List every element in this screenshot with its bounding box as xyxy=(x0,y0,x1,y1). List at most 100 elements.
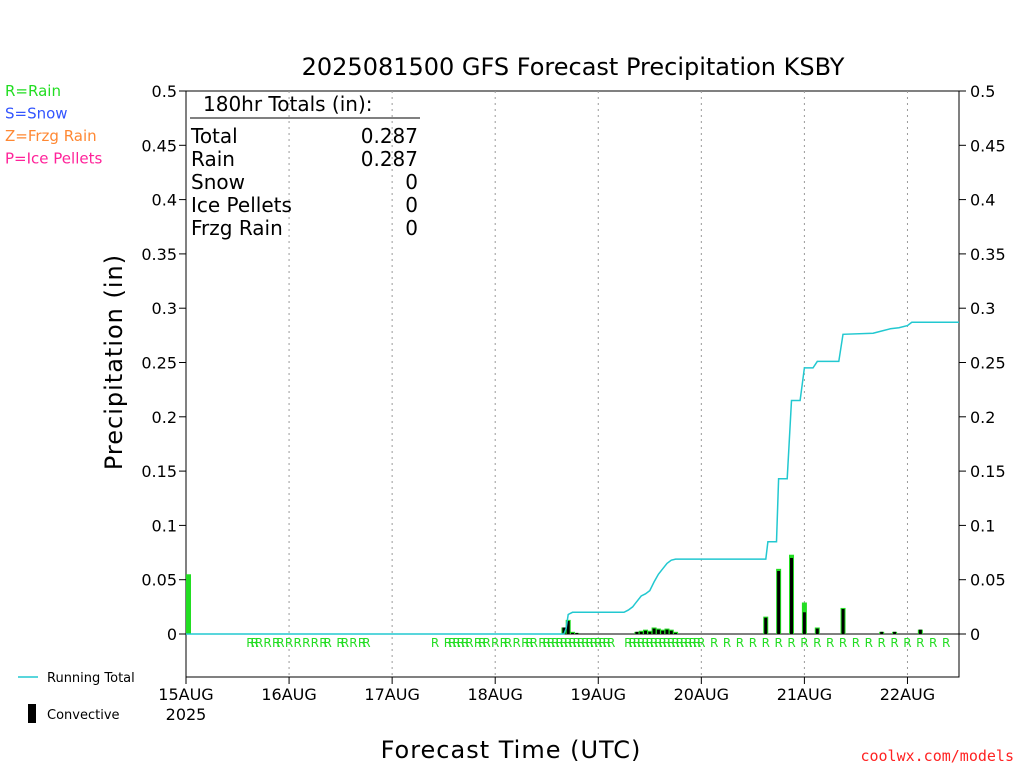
convective-legend-label: Convective xyxy=(47,708,120,723)
ptype-mark: R xyxy=(474,636,482,650)
precip-bar-convective xyxy=(575,632,579,634)
ptype-mark: R xyxy=(710,636,718,650)
ptype-mark: R xyxy=(538,636,546,650)
precip-bar-convective xyxy=(674,632,678,634)
ptype-mark: R xyxy=(697,636,705,650)
ptype-mark: R xyxy=(839,636,847,650)
ptype-mark: R xyxy=(311,636,319,650)
ptype-mark: R xyxy=(659,636,667,650)
ptype-mark: R xyxy=(590,636,598,650)
ptype-mark: R xyxy=(272,636,280,650)
precip-bar-convective xyxy=(652,628,656,634)
totals-row-label: Snow xyxy=(191,170,245,194)
ptype-mark: R xyxy=(762,636,770,650)
precip-type-legend: R=Rain S=Snow Z=Frzg Rain P=Ice Pellets xyxy=(5,82,102,168)
ptype-mark: R xyxy=(513,636,521,650)
ptype-mark: R xyxy=(568,636,576,650)
y-tick-label-right: 0.2 xyxy=(970,408,995,427)
ptype-mark: R xyxy=(646,636,654,650)
totals-row-value: 0 xyxy=(405,170,418,194)
x-tick-label: 21AUG xyxy=(777,685,832,704)
ptype-mark: R xyxy=(521,636,529,650)
ptype-mark: R xyxy=(594,636,602,650)
ptype-mark: R xyxy=(916,636,924,650)
y-axis-left: 0.5 0.45 0.4 0.35 0.3 0.25 0.2 0.15 0.1 0.05 0 xyxy=(141,82,186,644)
ptype-mark: R xyxy=(431,636,439,650)
precip-bar-convective xyxy=(648,631,652,634)
y-tick-label-left: 0.4 xyxy=(152,191,177,210)
ptype-mark: R xyxy=(478,636,486,650)
x-year-label: 2025 xyxy=(166,705,207,724)
ptype-mark: R xyxy=(736,636,744,650)
y-tick-label-left: 0.15 xyxy=(141,462,177,481)
ptype-mark: R xyxy=(865,636,873,650)
precip-bar-convective xyxy=(893,631,897,634)
ptype-mark: R xyxy=(341,636,349,650)
ptype-mark: R xyxy=(654,636,662,650)
ptype-mark: R xyxy=(482,636,490,650)
y-axis-title: Precipitation (in) xyxy=(100,254,128,470)
totals-row-label: Total xyxy=(190,124,238,148)
x-tick-label: 22AUG xyxy=(880,685,935,704)
ptype-mark: R xyxy=(564,636,572,650)
convective-legend-swatch xyxy=(28,704,36,723)
y-axis-right: 0.5 0.45 0.4 0.35 0.3 0.25 0.2 0.15 0.1 0.05 0 xyxy=(959,82,1006,644)
plot-frame xyxy=(185,90,960,678)
ptype-mark: R xyxy=(302,636,310,650)
y-tick-label-left: 0.25 xyxy=(141,354,177,373)
ptype-mark: R xyxy=(689,636,697,650)
ptype-mark: R xyxy=(676,636,684,650)
y-tick-label-right: 0.05 xyxy=(970,571,1006,590)
ptype-mark: R xyxy=(586,636,594,650)
y-tick-label-left: 0.45 xyxy=(141,136,177,155)
y-tick-label-right: 0.1 xyxy=(970,516,995,535)
ptype-mark: R xyxy=(573,636,581,650)
ptype-mark: R xyxy=(285,636,293,650)
x-tick-label: 16AUG xyxy=(261,685,316,704)
ptype-mark: R xyxy=(628,636,636,650)
day-gridlines xyxy=(288,91,908,677)
credit-text: coolwx.com/models xyxy=(860,747,1014,765)
legend-ptype-entry: S=Snow xyxy=(5,105,68,123)
ptype-mark: R xyxy=(358,636,366,650)
y-tick-label-left: 0.5 xyxy=(152,82,177,101)
y-tick-label-right: 0.5 xyxy=(970,82,995,101)
ptype-mark: R xyxy=(465,636,473,650)
precip-bar-convective xyxy=(566,620,570,634)
ptype-mark: R xyxy=(890,636,898,650)
ptype-mark: R xyxy=(624,636,632,650)
ptype-mark: R xyxy=(667,636,675,650)
ptype-mark: R xyxy=(251,636,259,650)
y-tick-label-left: 0.1 xyxy=(152,516,177,535)
ptype-mark: R xyxy=(749,636,757,650)
totals-row-label: Frzg Rain xyxy=(191,216,283,240)
ptype-mark: R xyxy=(787,636,795,650)
ptype-mark: R xyxy=(246,636,254,650)
precip-bar-convective xyxy=(656,629,660,634)
y-tick-label-right: 0.45 xyxy=(970,136,1006,155)
ptype-mark: R xyxy=(942,636,950,650)
ptype-mark: R xyxy=(319,636,327,650)
precip-bar-convective xyxy=(644,630,648,634)
totals-row-label: Ice Pellets xyxy=(191,193,292,217)
precip-bar-convective xyxy=(880,631,884,634)
ptype-mark: R xyxy=(607,636,615,650)
ptype-mark: R xyxy=(504,636,512,650)
legend-ptype-entry: Z=Frzg Rain xyxy=(5,127,97,145)
ptype-mark: R xyxy=(444,636,452,650)
ptype-mark: R xyxy=(263,636,271,650)
ptype-mark: R xyxy=(800,636,808,650)
y-tick-label-left: 0.2 xyxy=(152,408,177,427)
ptype-mark: R xyxy=(581,636,589,650)
totals-box: 180hr Totals (in): Total 0.287 Rain 0.287 Sn… xyxy=(190,92,420,240)
ptype-mark: R xyxy=(852,636,860,650)
y-tick-label-left: 0.35 xyxy=(141,245,177,264)
ptype-mark: R xyxy=(525,636,533,650)
y-tick-label-right: 0.35 xyxy=(970,245,1006,264)
ptype-mark: R xyxy=(324,636,332,650)
chart-title: 2025081500 GFS Forecast Precipitation KS… xyxy=(302,53,845,81)
totals-row-label: Rain xyxy=(191,147,235,171)
running-total-line xyxy=(186,321,959,635)
ptype-mark: R xyxy=(680,636,688,650)
